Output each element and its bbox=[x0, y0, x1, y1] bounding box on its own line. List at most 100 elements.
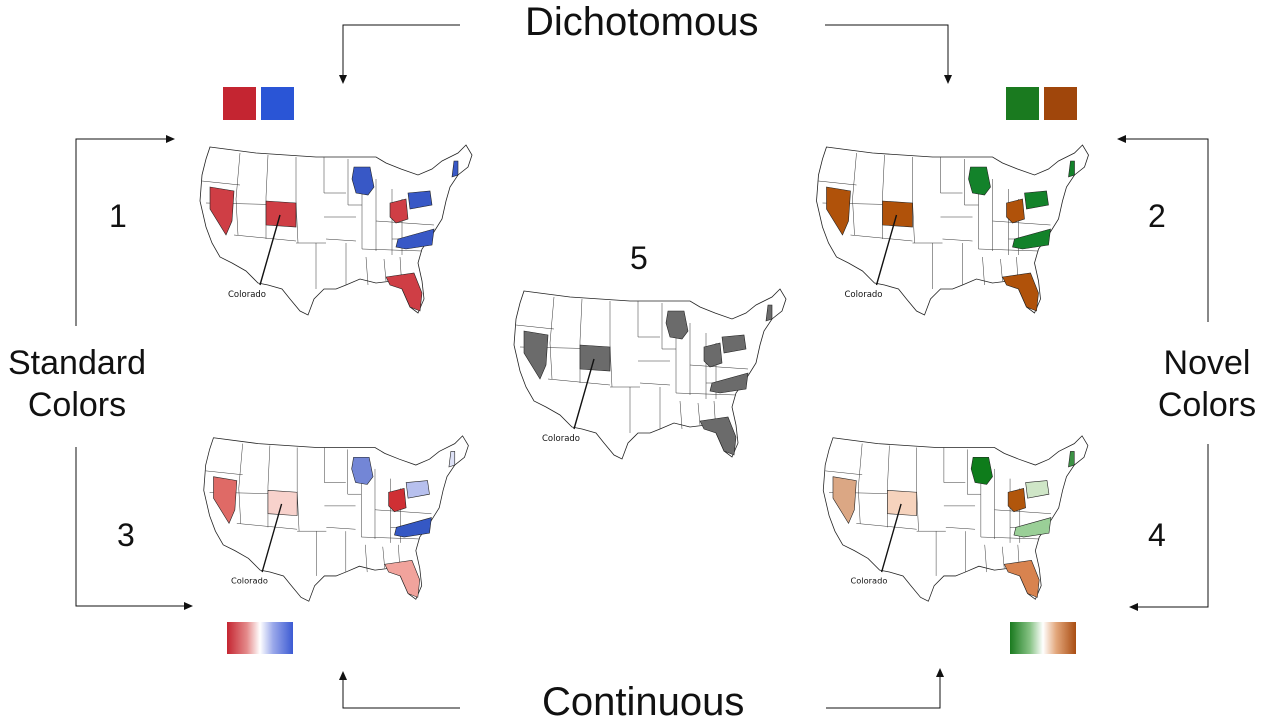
state-border bbox=[238, 488, 241, 524]
state-pennsylvania bbox=[407, 190, 433, 210]
us-map-3: Colorado bbox=[203, 435, 469, 602]
state-wisconsin bbox=[968, 166, 991, 196]
state-ohio bbox=[1007, 488, 1026, 513]
state-wisconsin bbox=[665, 310, 689, 340]
state-nevada bbox=[826, 186, 851, 236]
state-border bbox=[639, 382, 671, 386]
state-north-carolina bbox=[395, 228, 435, 250]
swatch-standard-red bbox=[223, 87, 256, 120]
us-map-4: Colorado bbox=[822, 435, 1089, 602]
colorado-pointer bbox=[261, 503, 283, 573]
state-border bbox=[201, 180, 241, 186]
arrow-dichotomous-left bbox=[339, 24, 460, 84]
state-border bbox=[383, 258, 387, 282]
state-border bbox=[945, 527, 976, 530]
state-ohio bbox=[703, 342, 723, 368]
state-border bbox=[850, 234, 913, 242]
state-north-carolina bbox=[1012, 228, 1051, 250]
state-colorado bbox=[265, 200, 297, 228]
state-border bbox=[1000, 258, 1003, 282]
state-border bbox=[858, 488, 861, 524]
state-border bbox=[689, 364, 749, 370]
state-florida bbox=[1003, 560, 1040, 598]
state-border bbox=[205, 470, 243, 475]
map-number-4: 4 bbox=[1148, 517, 1166, 553]
state-nevada bbox=[213, 476, 238, 525]
state-border bbox=[858, 443, 863, 489]
state-border bbox=[238, 443, 243, 489]
swatch-novel-orange bbox=[1044, 87, 1077, 120]
state-pennsylvania bbox=[721, 334, 747, 354]
arrow-standard-up bbox=[75, 135, 175, 326]
state-border bbox=[852, 152, 857, 200]
state-border bbox=[375, 220, 435, 226]
colorado-pointer bbox=[259, 214, 281, 286]
us-map-5: Colorado bbox=[513, 288, 787, 460]
standard-colors-label: Standard Colors bbox=[2, 342, 152, 426]
colorado-label: Colorado bbox=[542, 434, 580, 444]
state-border bbox=[374, 509, 432, 514]
state-border bbox=[856, 523, 917, 530]
state-border bbox=[547, 378, 611, 386]
colorado-label: Colorado bbox=[231, 576, 268, 586]
novel-label-line2: Colors bbox=[1157, 386, 1257, 424]
state-wisconsin bbox=[351, 166, 375, 196]
state-border bbox=[361, 248, 423, 252]
state-border bbox=[887, 445, 890, 487]
state-new-hampshire bbox=[451, 160, 459, 178]
state-florida bbox=[385, 272, 423, 312]
map-number-5: 5 bbox=[630, 240, 648, 276]
state-pennsylvania bbox=[1025, 480, 1050, 499]
state-border bbox=[365, 256, 369, 286]
arrow-dichotomous-right bbox=[825, 24, 952, 84]
state-border bbox=[235, 198, 239, 236]
state-florida bbox=[384, 560, 421, 598]
map-number-1: 1 bbox=[109, 198, 127, 234]
state-north-carolina bbox=[1013, 517, 1052, 538]
novel-colors-label: Novel Colors bbox=[1143, 342, 1264, 426]
arrow-novel-up bbox=[1117, 135, 1209, 322]
state-border bbox=[295, 200, 299, 244]
state-pennsylvania bbox=[1024, 190, 1049, 210]
state-border bbox=[265, 154, 269, 198]
state-border bbox=[1002, 546, 1005, 569]
gradient-standard bbox=[227, 622, 293, 654]
state-border bbox=[325, 238, 357, 242]
state-border bbox=[982, 256, 985, 286]
state-border bbox=[267, 445, 271, 487]
colorado-label: Colorado bbox=[845, 290, 883, 300]
continuous-label: Continuous bbox=[542, 680, 745, 724]
state-border bbox=[236, 523, 298, 530]
state-pennsylvania bbox=[405, 480, 430, 499]
arrow-continuous-left bbox=[339, 671, 460, 709]
colorado-label: Colorado bbox=[228, 290, 266, 300]
state-new-hampshire bbox=[1068, 451, 1075, 468]
state-border bbox=[382, 546, 385, 569]
state-border bbox=[984, 544, 987, 573]
state-colorado bbox=[579, 344, 611, 372]
colorado-label: Colorado bbox=[850, 576, 887, 586]
arrow-standard-down bbox=[75, 447, 193, 610]
state-colorado bbox=[887, 490, 917, 516]
map-number-2: 2 bbox=[1148, 198, 1166, 234]
state-border bbox=[549, 296, 555, 344]
state-colorado bbox=[882, 200, 913, 228]
state-border bbox=[980, 536, 1040, 540]
novel-label-line1: Novel bbox=[1163, 344, 1251, 382]
state-ohio bbox=[1006, 198, 1025, 224]
state-border bbox=[515, 324, 555, 330]
gradient-novel bbox=[1010, 622, 1076, 654]
swatch-standard-blue bbox=[261, 87, 294, 120]
standard-label-line2: Colors bbox=[27, 386, 127, 424]
state-border bbox=[361, 536, 420, 540]
dichotomous-label: Dichotomous bbox=[525, 0, 759, 44]
state-new-hampshire bbox=[448, 451, 456, 468]
state-border bbox=[233, 234, 297, 242]
state-border bbox=[579, 298, 583, 342]
state-new-hampshire bbox=[1068, 160, 1075, 178]
state-border bbox=[942, 238, 973, 242]
state-wisconsin bbox=[970, 456, 993, 485]
state-border bbox=[916, 490, 919, 532]
state-border bbox=[609, 344, 613, 388]
